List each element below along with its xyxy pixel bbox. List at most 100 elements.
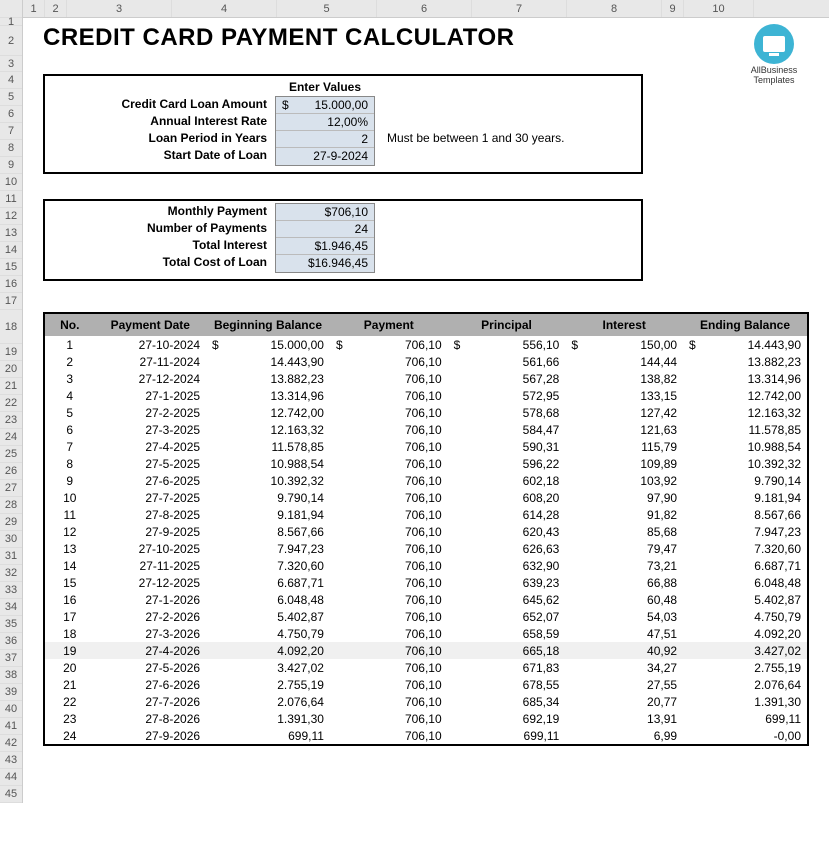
table-cell[interactable]: 4.092,20 — [206, 642, 330, 659]
table-cell[interactable]: 608,20 — [448, 489, 566, 506]
table-cell[interactable]: 13.314,96 — [206, 387, 330, 404]
row-header[interactable]: 39 — [0, 684, 22, 701]
table-cell[interactable]: 6 — [45, 421, 95, 438]
row-header[interactable]: 43 — [0, 752, 22, 769]
table-cell[interactable]: 10 — [45, 489, 95, 506]
table-row[interactable]: 1227-9-20258.567,66706,10620,4385,687.94… — [45, 523, 807, 540]
table-row[interactable]: 1927-4-20264.092,20706,10665,1840,923.42… — [45, 642, 807, 659]
table-cell[interactable]: 706,10 — [330, 727, 448, 744]
table-cell[interactable]: 34,27 — [565, 659, 683, 676]
table-cell[interactable]: 12.163,32 — [683, 404, 807, 421]
table-cell[interactable]: 572,95 — [448, 387, 566, 404]
column-header[interactable]: 3 — [67, 0, 172, 17]
row-header[interactable]: 28 — [0, 497, 22, 514]
table-cell[interactable]: 706,10 — [330, 387, 448, 404]
table-row[interactable]: 627-3-202512.163,32706,10584,47121,6311.… — [45, 421, 807, 438]
table-cell[interactable]: 4.750,79 — [683, 608, 807, 625]
table-cell[interactable]: 73,21 — [565, 557, 683, 574]
row-header[interactable]: 19 — [0, 344, 22, 361]
table-cell[interactable]: 11 — [45, 506, 95, 523]
table-cell[interactable]: 2.755,19 — [206, 676, 330, 693]
table-cell[interactable]: 14 — [45, 557, 95, 574]
table-cell[interactable]: 8.567,66 — [683, 506, 807, 523]
table-row[interactable]: 1627-1-20266.048,48706,10645,6260,485.40… — [45, 591, 807, 608]
table-cell[interactable]: 13.882,23 — [206, 370, 330, 387]
input-start[interactable]: 27-9-2024 — [276, 148, 374, 165]
row-header[interactable]: 7 — [0, 123, 22, 140]
table-cell[interactable]: 6.687,71 — [206, 574, 330, 591]
row-header[interactable]: 41 — [0, 718, 22, 735]
table-cell[interactable]: 3.427,02 — [683, 642, 807, 659]
table-cell[interactable]: 27-7-2026 — [95, 693, 207, 710]
table-cell[interactable]: 6.048,48 — [206, 591, 330, 608]
row-header[interactable]: 5 — [0, 89, 22, 106]
table-cell[interactable]: $556,10 — [448, 336, 566, 353]
table-cell[interactable]: 561,66 — [448, 353, 566, 370]
table-cell[interactable]: $15.000,00 — [206, 336, 330, 353]
table-cell[interactable]: 590,31 — [448, 438, 566, 455]
table-cell[interactable]: 1.391,30 — [683, 693, 807, 710]
row-header[interactable]: 27 — [0, 480, 22, 497]
column-header[interactable]: 8 — [567, 0, 662, 17]
table-cell[interactable]: 14.443,90 — [206, 353, 330, 370]
table-cell[interactable]: 706,10 — [330, 591, 448, 608]
table-cell[interactable]: 91,82 — [565, 506, 683, 523]
table-cell[interactable]: 15 — [45, 574, 95, 591]
table-cell[interactable]: 27-10-2024 — [95, 336, 207, 353]
row-header[interactable]: 35 — [0, 616, 22, 633]
table-row[interactable]: 227-11-202414.443,90706,10561,66144,4413… — [45, 353, 807, 370]
row-header[interactable]: 8 — [0, 140, 22, 157]
row-header[interactable]: 15 — [0, 259, 22, 276]
row-header[interactable]: 26 — [0, 463, 22, 480]
table-cell[interactable]: 27-3-2025 — [95, 421, 207, 438]
row-header[interactable]: 32 — [0, 565, 22, 582]
table-cell[interactable]: 27-11-2024 — [95, 353, 207, 370]
table-cell[interactable]: 27-8-2025 — [95, 506, 207, 523]
table-cell[interactable]: 23 — [45, 710, 95, 727]
table-cell[interactable]: 4.092,20 — [683, 625, 807, 642]
table-cell[interactable]: 3.427,02 — [206, 659, 330, 676]
table-cell[interactable]: 602,18 — [448, 472, 566, 489]
table-cell[interactable]: 10.392,32 — [683, 455, 807, 472]
row-header[interactable]: 1 — [0, 18, 22, 26]
table-cell[interactable]: 4 — [45, 387, 95, 404]
column-header[interactable]: 2 — [45, 0, 67, 17]
table-cell[interactable]: 706,10 — [330, 506, 448, 523]
table-cell[interactable]: 27-11-2025 — [95, 557, 207, 574]
table-cell[interactable]: 138,82 — [565, 370, 683, 387]
table-row[interactable]: 1127-8-20259.181,94706,10614,2891,828.56… — [45, 506, 807, 523]
row-header[interactable]: 40 — [0, 701, 22, 718]
table-cell[interactable]: 632,90 — [448, 557, 566, 574]
row-header[interactable]: 30 — [0, 531, 22, 548]
table-cell[interactable]: 7.320,60 — [683, 540, 807, 557]
table-cell[interactable]: 665,18 — [448, 642, 566, 659]
column-header[interactable]: 6 — [377, 0, 472, 17]
table-cell[interactable]: 97,90 — [565, 489, 683, 506]
table-row[interactable]: 2427-9-2026699,11706,10699,116,99-0,00 — [45, 727, 807, 744]
table-cell[interactable]: 7.947,23 — [683, 523, 807, 540]
table-cell[interactable]: $150,00 — [565, 336, 683, 353]
table-cell[interactable]: 2.076,64 — [206, 693, 330, 710]
table-row[interactable]: 1427-11-20257.320,60706,10632,9073,216.6… — [45, 557, 807, 574]
table-cell[interactable]: 9.181,94 — [683, 489, 807, 506]
table-cell[interactable]: 121,63 — [565, 421, 683, 438]
table-cell[interactable]: 5.402,87 — [683, 591, 807, 608]
table-cell[interactable]: 27-6-2026 — [95, 676, 207, 693]
table-cell[interactable]: 699,11 — [683, 710, 807, 727]
row-header[interactable]: 16 — [0, 276, 22, 293]
table-row[interactable]: 1527-12-20256.687,71706,10639,2366,886.0… — [45, 574, 807, 591]
row-header[interactable]: 34 — [0, 599, 22, 616]
table-cell[interactable]: 27-5-2026 — [95, 659, 207, 676]
row-header[interactable]: 9 — [0, 157, 22, 174]
table-cell[interactable]: 27-2-2025 — [95, 404, 207, 421]
table-cell[interactable]: 10.988,54 — [683, 438, 807, 455]
table-cell[interactable]: 20 — [45, 659, 95, 676]
column-header[interactable]: 1 — [23, 0, 45, 17]
table-cell[interactable]: 706,10 — [330, 642, 448, 659]
table-cell[interactable]: 13,91 — [565, 710, 683, 727]
row-header[interactable]: 3 — [0, 56, 22, 72]
table-cell[interactable]: 10.392,32 — [206, 472, 330, 489]
table-row[interactable]: 127-10-2024$15.000,00$706,10$556,10$150,… — [45, 336, 807, 353]
table-cell[interactable]: 60,48 — [565, 591, 683, 608]
table-cell[interactable]: 6.687,71 — [683, 557, 807, 574]
